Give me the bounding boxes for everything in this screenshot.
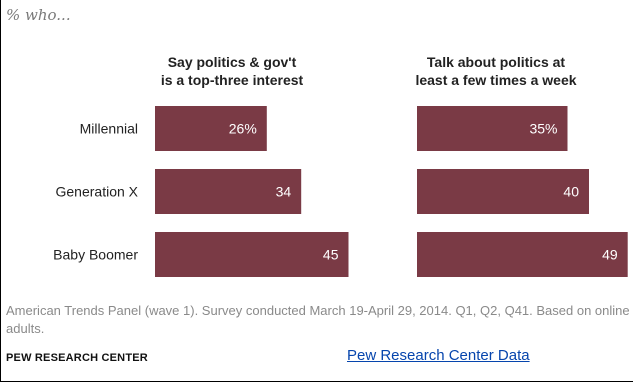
source-label: PEW RESEARCH CENTER	[6, 352, 148, 364]
frame-left-border	[0, 0, 1, 382]
bar	[155, 232, 349, 277]
panel-title-interest-line1: Say politics & gov't	[167, 54, 297, 70]
bar	[155, 106, 267, 151]
bar-value-label: 45	[323, 247, 339, 263]
bar-value-label: 34	[276, 184, 292, 200]
category-label: Generation X	[56, 184, 139, 200]
panel-title-talk-line2: least a few times a week	[415, 72, 577, 88]
bar	[417, 106, 568, 151]
chart-subtitle: % who...	[6, 6, 71, 24]
category-label: Millennial	[80, 121, 138, 137]
bar-value-label: 40	[563, 184, 579, 200]
category-label: Baby Boomer	[53, 247, 138, 263]
bar	[155, 169, 302, 214]
pew-data-link[interactable]: Pew Research Center Data	[347, 347, 530, 364]
panel-title-talk-line1: Talk about politics at	[426, 54, 566, 70]
panel-title-interest: Say politics & gov't is a top-three inte…	[107, 53, 357, 89]
bar-value-label: 35%	[529, 121, 557, 137]
bar	[417, 169, 589, 214]
bar-value-label: 49	[602, 247, 618, 263]
chart-note: American Trends Panel (wave 1). Survey c…	[6, 303, 630, 336]
bar-value-label: 26%	[229, 121, 257, 137]
panel-title-interest-line2: is a top-three interest	[160, 72, 304, 88]
bar-chart: Millennial Generation X Baby Boomer 26% 34 45…	[53, 106, 628, 277]
bar	[417, 232, 628, 277]
panel-title-talk: Talk about politics at least a few times…	[371, 53, 621, 89]
